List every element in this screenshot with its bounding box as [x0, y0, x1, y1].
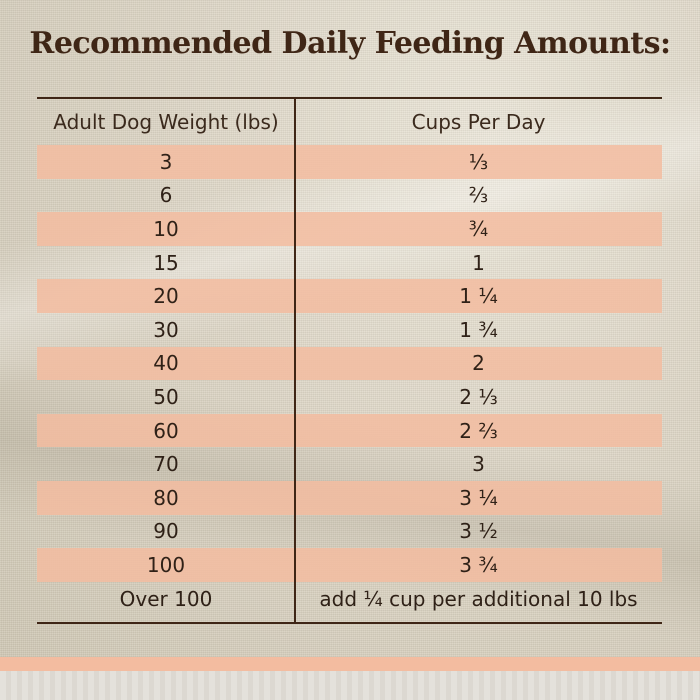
- table-top-rule: [37, 97, 662, 99]
- cups-cell: ⅓: [468, 149, 489, 174]
- cups-cell: 3 ½: [459, 519, 498, 544]
- weight-cell: 50: [153, 384, 179, 409]
- feeding-table: Adult Dog Weight (lbs) Cups Per Day 3 ⅓ …: [37, 97, 662, 624]
- cups-cell: 1: [472, 250, 485, 275]
- cups-cell: ⅔: [468, 183, 489, 208]
- header-weight: Adult Dog Weight (lbs): [53, 110, 279, 134]
- weight-cell: 3: [159, 149, 173, 174]
- table-row: 30 1 ¾: [37, 313, 662, 347]
- cups-cell: 1 ¾: [459, 317, 498, 342]
- cups-cell: 2 ⅔: [459, 418, 498, 443]
- header-cups: Cups Per Day: [411, 110, 546, 134]
- table-header-row: Adult Dog Weight (lbs) Cups Per Day: [37, 99, 662, 145]
- weight-cell: 40: [153, 351, 179, 376]
- table-row: 50 2 ⅓: [37, 380, 662, 414]
- page-title: Recommended Daily Feeding Amounts:: [29, 26, 671, 61]
- cups-cell: 3 ¾: [459, 552, 498, 577]
- table-row: 70 3: [37, 447, 662, 481]
- table-row: 15 1: [37, 246, 662, 280]
- weight-cell: 100: [146, 552, 186, 577]
- weight-cell: 90: [153, 519, 179, 544]
- cups-cell: 2: [472, 351, 485, 376]
- cups-cell: 1 ¼: [459, 284, 498, 309]
- table-row: 6 ⅔: [37, 179, 662, 213]
- wood-strip: [0, 671, 700, 700]
- table-row: 80 3 ¼: [37, 480, 662, 515]
- cups-cell: add ¼ cup per additional 10 lbs: [319, 586, 638, 611]
- weight-cell: 70: [153, 452, 179, 477]
- weight-cell: Over 100: [119, 586, 213, 611]
- table-row: 3 ⅓: [37, 145, 662, 179]
- weight-cell: 30: [153, 317, 179, 342]
- table-bottom-rule: [37, 622, 662, 624]
- table-row: 40 2: [37, 346, 662, 381]
- table-body: 3 ⅓ 6 ⅔ 10 ¾ 15 1 20 1 ¼ 30 1 ¾ 40 2 50: [37, 145, 662, 615]
- cups-cell: ¾: [468, 216, 489, 241]
- weight-cell: 20: [153, 284, 179, 309]
- table-row: 100 3 ¾: [37, 548, 662, 582]
- column-divider: [294, 99, 296, 622]
- table-row: 10 ¾: [37, 212, 662, 246]
- weight-cell: 80: [153, 485, 179, 510]
- weight-cell: 10: [153, 216, 179, 241]
- cups-cell: 2 ⅓: [459, 384, 498, 409]
- table-row: 60 2 ⅔: [37, 413, 662, 448]
- table-row: 20 1 ¼: [37, 279, 662, 313]
- cups-cell: 3 ¼: [459, 485, 498, 510]
- table-row: Over 100 add ¼ cup per additional 10 lbs: [37, 582, 662, 616]
- accent-band: [0, 657, 700, 671]
- weight-cell: 6: [159, 183, 173, 208]
- cups-cell: 3: [472, 452, 485, 477]
- table-row: 90 3 ½: [37, 515, 662, 549]
- weight-cell: 15: [153, 250, 179, 275]
- weight-cell: 60: [153, 418, 179, 443]
